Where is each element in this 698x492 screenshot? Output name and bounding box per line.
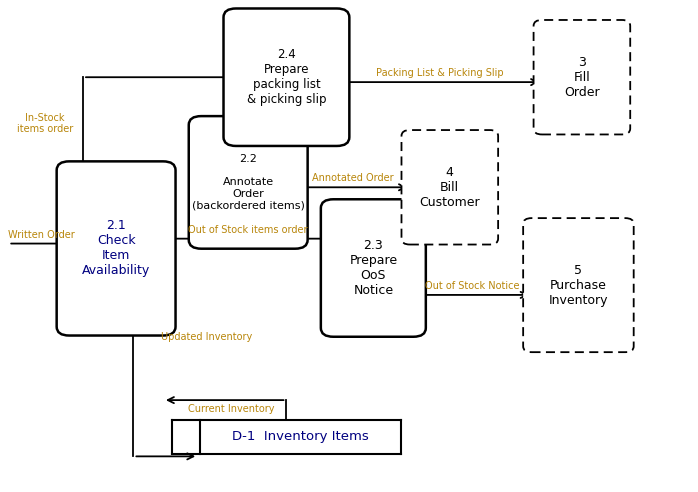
Text: Out of Stock items order: Out of Stock items order [188,225,308,235]
Text: 3
Fill
Order: 3 Fill Order [564,56,600,99]
Text: 2.3
Prepare
OoS
Notice: 2.3 Prepare OoS Notice [349,239,397,297]
FancyBboxPatch shape [223,8,349,146]
Text: Updated Inventory: Updated Inventory [161,332,253,341]
Text: 2.1
Check
Item
Availability: 2.1 Check Item Availability [82,219,150,277]
FancyBboxPatch shape [533,20,630,134]
Text: 5
Purchase
Inventory: 5 Purchase Inventory [549,264,608,307]
FancyBboxPatch shape [57,161,175,336]
Text: 4
Bill
Customer: 4 Bill Customer [419,166,480,209]
Text: Out of Stock Notice: Out of Stock Notice [425,281,519,291]
FancyBboxPatch shape [188,116,308,248]
Text: 2.2

Annotate
Order
(backordered items): 2.2 Annotate Order (backordered items) [192,154,304,211]
FancyBboxPatch shape [401,130,498,245]
Text: In-Stock
items order: In-Stock items order [17,113,73,134]
Text: Annotated Order: Annotated Order [312,174,393,184]
Text: Current Inventory: Current Inventory [188,404,275,414]
FancyBboxPatch shape [524,218,634,352]
Text: Packing List & Picking Slip: Packing List & Picking Slip [376,68,503,78]
Text: Written Order: Written Order [8,230,75,240]
Text: D-1  Inventory Items: D-1 Inventory Items [232,430,369,443]
Text: 2.4
Prepare
packing list
& picking slip: 2.4 Prepare packing list & picking slip [246,48,326,106]
FancyBboxPatch shape [321,199,426,337]
